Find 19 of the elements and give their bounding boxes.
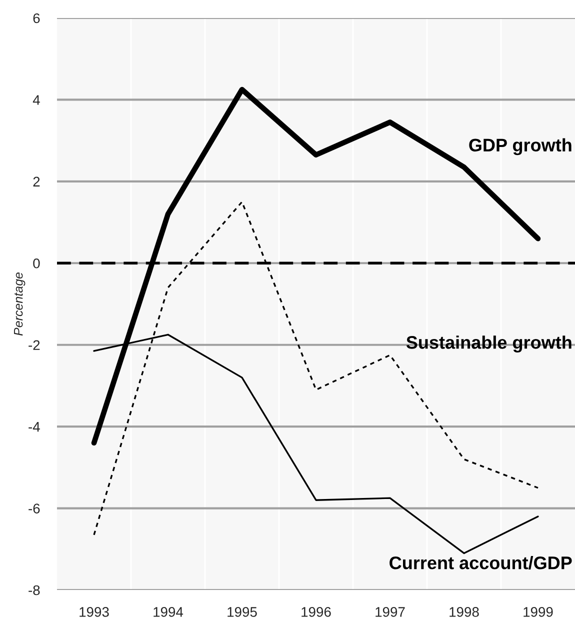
x-tick-label: 1996 xyxy=(302,607,331,617)
x-tick-label: 1995 xyxy=(228,607,257,617)
y-tick-label: 6 xyxy=(33,13,40,24)
y-tick-label: -8 xyxy=(28,585,40,596)
x-tick-label: 1998 xyxy=(450,607,479,617)
x-tick-label: 1993 xyxy=(80,607,109,617)
y-tick-label: 0 xyxy=(33,258,40,268)
y-tick-label: -4 xyxy=(28,422,40,432)
x-tick-label: 1999 xyxy=(524,607,553,617)
x-tick-label: 1997 xyxy=(376,607,405,617)
y-tick-label: 2 xyxy=(33,176,40,186)
series-label: Sustainable growth xyxy=(406,336,572,352)
y-tick-label: -6 xyxy=(28,504,40,514)
series-label: GDP growth xyxy=(469,138,572,156)
y-tick-label: -2 xyxy=(28,340,40,350)
y-tick-label: 4 xyxy=(32,95,40,105)
x-tick-label: 1994 xyxy=(154,607,184,617)
series-label: Current account/GDP xyxy=(390,556,572,570)
y-axis-title: Percentage xyxy=(14,272,26,336)
